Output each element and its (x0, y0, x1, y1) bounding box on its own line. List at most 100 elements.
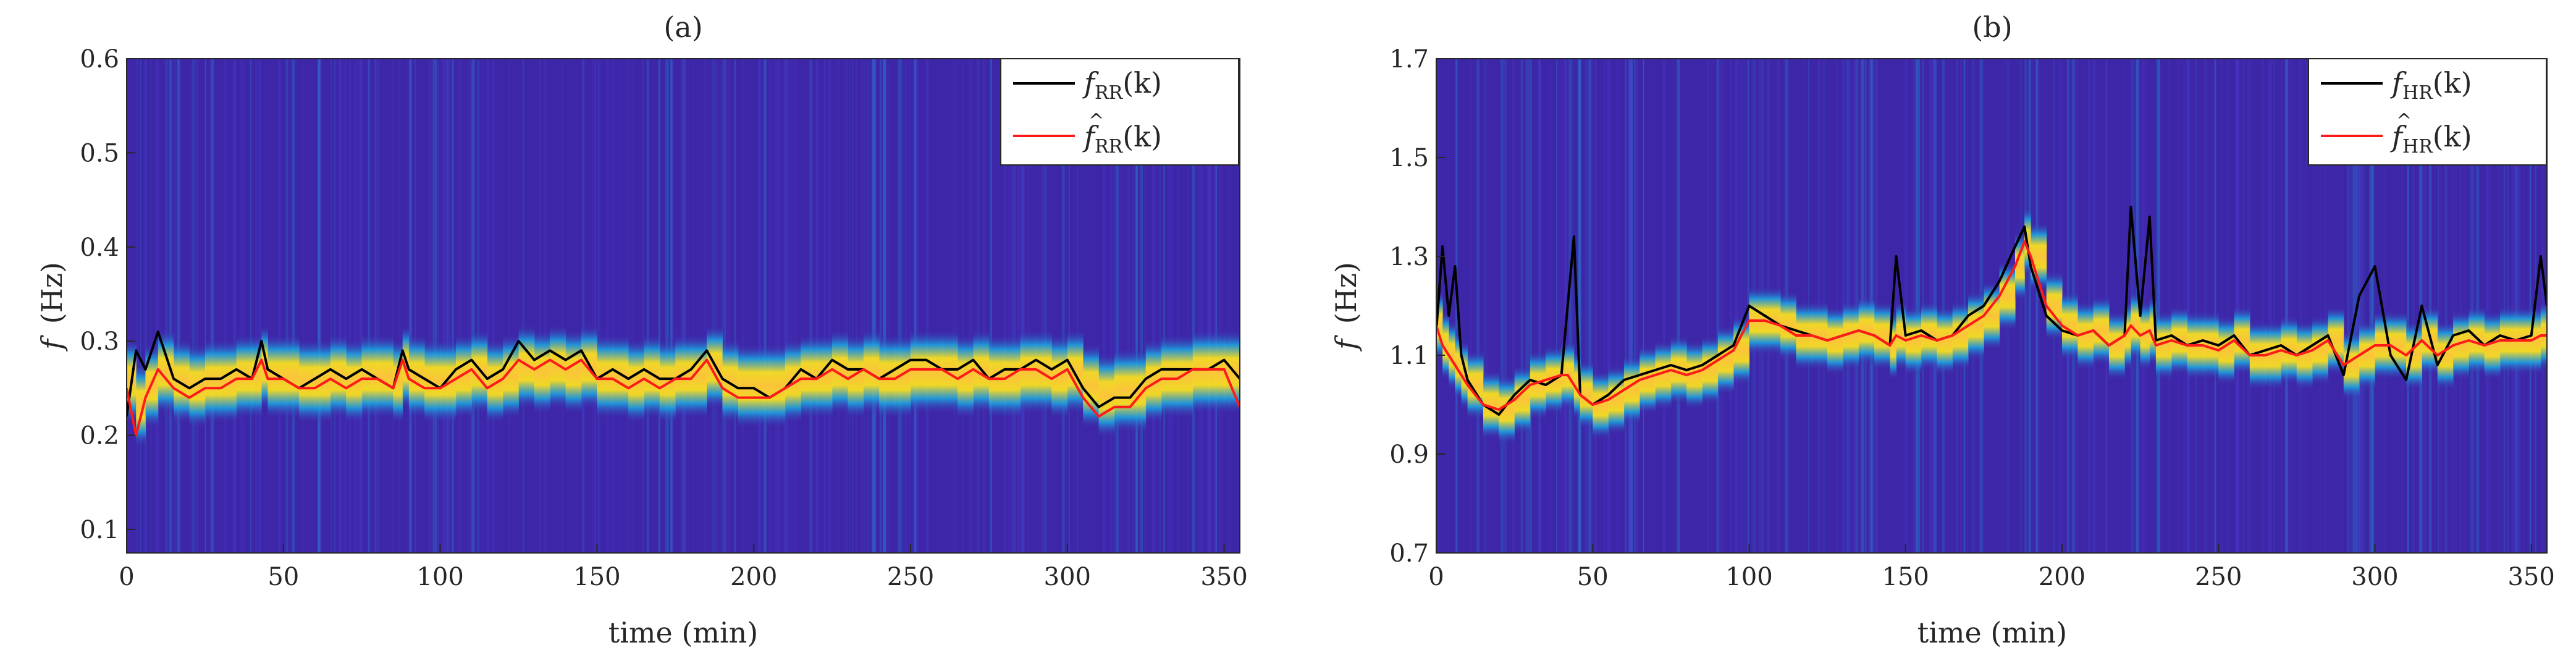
spectral-band-segment-a (252, 334, 262, 419)
spectrogram-streak-b (2407, 59, 2409, 553)
spectrogram-streak-a (1076, 59, 1079, 553)
spectrogram-streak-a (658, 59, 661, 553)
spectral-band-segment-b (2359, 321, 2376, 390)
spectrogram-streaks-a (128, 59, 1232, 553)
spectrogram-streak-a (1215, 59, 1218, 553)
spectrogram-streak-a (1135, 59, 1138, 553)
spectrogram-streak-b (2187, 59, 2191, 553)
spectrogram-streak-b (1550, 59, 1551, 553)
spectrogram-streak-a (258, 59, 261, 553)
legend-estimate-sub-a: RR (1095, 136, 1124, 158)
spectrogram-streak-a (432, 59, 434, 553)
spectrogram-streak-a (321, 59, 322, 553)
legend-entry-estimate-a: fRR(k) (1082, 120, 1162, 158)
spectrogram-streak-a (758, 59, 761, 553)
spectrogram-streak-a (164, 59, 169, 553)
legend-estimate-sub-b: HR (2402, 136, 2433, 158)
spectrogram-streak-a (1027, 59, 1030, 553)
series-line-true-b (1436, 206, 2547, 416)
spectrogram-streak-b (2438, 59, 2439, 553)
spectrogram-streak-a (977, 59, 979, 553)
spectrogram-streak-b (2158, 59, 2160, 553)
spectrogram-streak-a (626, 59, 629, 553)
spectrogram-streak-a (169, 59, 172, 553)
spectral-band-segment-b (1623, 355, 1640, 424)
x-tick-label-b: 100 (1725, 563, 1772, 591)
legend-b: fHR(k) fHR(k) ^ (2308, 58, 2547, 166)
spectrogram-streak-a (642, 59, 644, 553)
y-tick-label-a: 0.6 (80, 45, 119, 74)
spectral-band-segment-b (1514, 365, 1531, 434)
spectrogram-streak-a (410, 59, 412, 553)
spectrogram-streak-b (2035, 59, 2039, 553)
spectrogram-streak-a (1140, 59, 1143, 553)
spectrogram-streak-b (2324, 59, 2327, 553)
spectrogram-streak-a (1187, 59, 1190, 553)
spectrogram-streak-a (598, 59, 601, 553)
series-lines-a (127, 330, 1240, 437)
x-tick-label-a: 200 (730, 563, 777, 591)
spectrogram-streak-b (1577, 59, 1581, 553)
series-line-estimate-a (127, 358, 1240, 437)
spectrogram-streak-a (1068, 59, 1070, 553)
x-tick-label-a: 300 (1044, 563, 1091, 591)
spectral-band-segment-b (1608, 365, 1625, 434)
spectrogram-streak-a (683, 59, 686, 553)
spectrogram-streak-a (925, 59, 930, 553)
spectrogram-streak-b (2459, 59, 2462, 553)
spectral-band-segment-a (1114, 348, 1130, 433)
spectrogram-streak-b (1616, 59, 1619, 553)
spectrogram-streak-a (1160, 59, 1161, 553)
spectrogram-streak-a (177, 59, 180, 553)
spectrogram-streak-a (1218, 59, 1222, 553)
spectrogram-streak-a (823, 59, 826, 553)
spectrogram-streak-b (1564, 59, 1568, 553)
y-axis-label-symbol-b: f (1329, 335, 1363, 352)
spectrogram-streak-a (224, 59, 225, 553)
spectrogram-streak-b (2486, 59, 2488, 553)
spectrogram-streak-a (1200, 59, 1203, 553)
spectrogram-streak-a (1020, 59, 1024, 553)
spectrogram-streak-a (681, 59, 684, 553)
spectrogram-streak-b (2455, 59, 2459, 553)
panel-b: (b) 0.7 0.9 1.1 1.3 1.5 1.7 0 50 100 150 200 250 30… (1329, 11, 2555, 649)
spectrogram-streak-a (879, 59, 882, 553)
spectrogram-streak-a (1023, 59, 1026, 553)
spectrogram-streak-b (2221, 59, 2223, 553)
spectrogram-streak-b (2301, 59, 2304, 553)
spectrogram-streak-a (1109, 59, 1113, 553)
spectrogram-streak-a (905, 59, 907, 553)
legend-a: fRR(k) fRR(k) ^ (1000, 58, 1239, 166)
legend-hat-a: ^ (1088, 110, 1104, 132)
spectrogram-streak-b (1636, 59, 1638, 553)
legend-box-b (2308, 58, 2547, 166)
spectrogram-streak-a (592, 59, 596, 553)
spectrogram-streak-b (2160, 59, 2161, 553)
spectrogram-streak-b (2228, 59, 2229, 553)
spectrogram-streak-a (1017, 59, 1021, 553)
spectrogram-streak-b (2300, 59, 2302, 553)
spectrogram-streak-b (2031, 59, 2034, 553)
spectrogram-streak-b (2268, 59, 2272, 553)
spectrogram-streak-a (642, 59, 644, 553)
spectrogram-streak-b (1717, 59, 1721, 553)
spectrogram-streak-a (990, 59, 992, 553)
spectrogram-streak-a (250, 59, 251, 553)
spectrogram-streak-b (1586, 59, 1588, 553)
panel-title-b: (b) (1972, 11, 2012, 44)
spectrogram-streak-b (2261, 59, 2262, 553)
spectrogram-streak-a (898, 59, 901, 553)
spectrogram-streak-a (793, 59, 796, 553)
spectral-band-segment-b (2140, 301, 2150, 370)
spectral-band-segment-a (738, 343, 754, 429)
spectrogram-streak-a (887, 59, 891, 553)
spectrogram-streak-b (1643, 59, 1644, 553)
spectrogram-streak-a (856, 59, 858, 553)
spectrogram-streak-b (1735, 59, 1738, 553)
spectrogram-streak-a (582, 59, 586, 553)
spectrogram-streak-a (317, 59, 320, 553)
spectral-band-segment-a (283, 334, 300, 419)
spectrogram-streak-b (1579, 59, 1582, 553)
spectrogram-streak-b (1607, 59, 1611, 553)
